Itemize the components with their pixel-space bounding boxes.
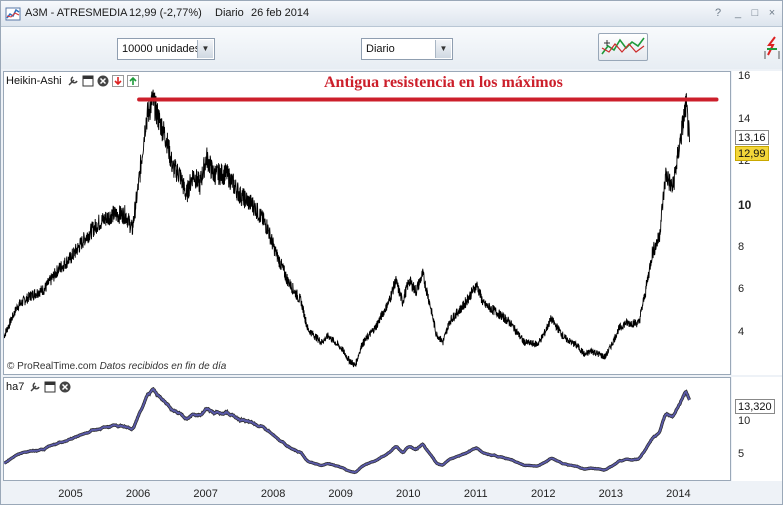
window-icon[interactable] <box>44 381 56 393</box>
close-button[interactable]: × <box>768 7 776 19</box>
units-select-value: 10000 unidades <box>122 43 201 55</box>
price-axis-tick: 4 <box>738 325 745 338</box>
move-down-icon[interactable] <box>111 74 124 87</box>
indicator-value-box: 13,320 <box>735 399 775 415</box>
window-symbol: A3M - ATRESMEDIA <box>25 7 128 19</box>
wrench-icon[interactable] <box>67 75 79 87</box>
move-up-icon[interactable] <box>126 74 139 87</box>
chart-type-button[interactable] <box>598 33 648 61</box>
x-axis-tick: 2012 <box>531 488 556 500</box>
x-axis: 2005 2006 2007 2008 2009 2010 2011 2012 2013 2014 <box>3 483 731 505</box>
price-box: 13,16 <box>735 129 769 145</box>
price-axis-tick: 16 <box>738 70 751 83</box>
units-select[interactable]: 10000 unidades ▼ <box>117 38 215 60</box>
price-axis-tick: 6 <box>738 283 745 296</box>
minimize-button[interactable]: _ <box>734 7 742 19</box>
price-panel-label: Heikin-Ashi <box>6 74 62 87</box>
indicator-axis: 10 5 13,320 <box>732 377 782 481</box>
x-axis-tick: 2005 <box>58 488 83 500</box>
x-axis-tick: 2014 <box>666 488 691 500</box>
credits-brand: © ProRealTime.com <box>7 361 97 372</box>
x-axis-tick: 2007 <box>193 488 218 500</box>
price-panel-header: Heikin-Ashi <box>4 72 139 89</box>
price-chart <box>4 89 719 368</box>
maximize-button[interactable]: □ <box>751 7 759 19</box>
title-bar: A3M - ATRESMEDIA 12,99 (-2,77%) Diario 2… <box>1 1 782 27</box>
help-button[interactable]: ? <box>714 7 722 19</box>
wrench-icon[interactable] <box>29 381 41 393</box>
indicator-axis-tick: 5 <box>738 448 745 461</box>
x-axis-tick: 2013 <box>598 488 624 500</box>
chevron-down-icon: ▼ <box>435 40 451 58</box>
chevron-down-icon: ▼ <box>197 40 213 58</box>
credits-note: Datos recibidos en fin de día <box>99 361 227 372</box>
heikin-ashi-series <box>4 89 690 368</box>
price-axis: 16 14 12 10 8 6 4 13,16 12,99 <box>732 70 782 375</box>
indicator-panel[interactable]: ha7 <box>3 377 731 481</box>
x-axis-tick: 2008 <box>260 488 286 500</box>
close-circle-icon[interactable] <box>97 75 109 87</box>
app-logo-icon <box>5 7 21 21</box>
last-price-box: 12,99 <box>735 145 769 161</box>
ha7-series-shadow <box>4 387 691 475</box>
period-select[interactable]: Diario ▼ <box>361 38 453 60</box>
window-icon[interactable] <box>82 75 94 87</box>
toolbar: 10000 unidades ▼ Diario ▼ <box>1 27 782 69</box>
window-period: Diario <box>215 7 244 19</box>
price-axis-tick: 14 <box>738 112 751 125</box>
resistance-annotation: Antigua resistencia en los máximos <box>324 74 563 91</box>
side-panel-toggle-icon[interactable] <box>761 31 783 71</box>
indicator-panel-header: ha7 <box>4 378 72 395</box>
window-last-price: 12,99 (-2,77%) <box>129 7 202 19</box>
chart-type-icon <box>601 37 645 55</box>
price-axis-tick: 8 <box>738 240 745 253</box>
window-date: 26 feb 2014 <box>251 7 310 19</box>
x-axis-tick: 2006 <box>125 488 151 500</box>
close-circle-icon[interactable] <box>59 381 71 393</box>
period-select-value: Diario <box>366 43 395 55</box>
x-axis-tick: 2009 <box>328 488 353 500</box>
price-axis-tick: 10 <box>738 197 752 212</box>
x-axis-tick: 2010 <box>395 488 421 500</box>
indicator-chart <box>4 387 691 475</box>
indicator-panel-label: ha7 <box>6 380 25 393</box>
credits: © ProRealTime.com Datos recibidos en fin… <box>7 361 226 372</box>
ha7-series <box>4 387 691 474</box>
x-axis-tick: 2011 <box>463 488 488 500</box>
price-panel[interactable]: Heikin-Ashi Antigua resistencia en los m… <box>3 71 731 375</box>
indicator-axis-tick: 10 <box>738 415 751 428</box>
